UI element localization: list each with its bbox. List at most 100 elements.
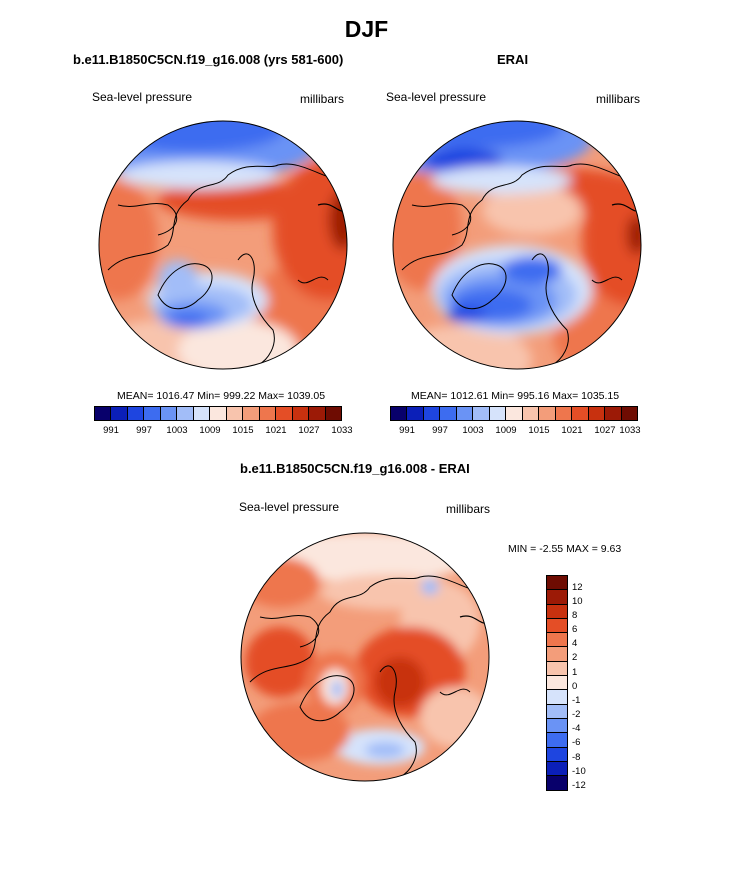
colorbar-swatch: [588, 407, 606, 420]
tick-label: 997: [136, 425, 152, 436]
colorbar-swatch: [407, 407, 424, 420]
figure-title: DJF: [344, 16, 389, 42]
colorbar-swatch: [423, 407, 441, 420]
tick-label: 1027: [594, 425, 616, 436]
colorbar-swatch: [522, 407, 540, 420]
colorbar-swatch: [547, 704, 567, 719]
colorbar-swatch: [605, 407, 622, 420]
tick-label: 12: [572, 582, 583, 593]
panel-3-field-label: Sea-level pressure: [239, 500, 340, 514]
colorbar-swatch: [547, 747, 567, 762]
colorbar-swatch: [547, 633, 567, 648]
panel-1-colorbar-ticks: 991 997 1003 1009 1015 1021 1027 1033: [94, 425, 353, 439]
colorbar-swatch: [547, 590, 567, 605]
tick-label: 4: [572, 638, 578, 649]
panel-2-map: [392, 120, 642, 370]
tick-label: -1: [572, 695, 581, 706]
tick-label: 1015: [232, 425, 254, 436]
tick-label: 10: [572, 596, 583, 607]
colorbar-swatch: [547, 618, 567, 634]
colorbar-swatch: [193, 407, 211, 420]
panel-2-units-label: millibars: [596, 92, 641, 106]
tick-label: -2: [572, 709, 581, 720]
colorbar-swatch: [489, 407, 507, 420]
tick-label: 1003: [462, 425, 484, 436]
panel-1-colorbar: [94, 406, 342, 421]
colorbar-swatch: [555, 407, 573, 420]
panel-1-field-label: Sea-level pressure: [92, 90, 193, 104]
panel-2-colorbar-ticks: 991 997 1003 1009 1015 1021 1027 1033: [390, 425, 641, 439]
tick-label: 1015: [528, 425, 550, 436]
colorbar-swatch: [177, 407, 194, 420]
panel-2-colorbar: [390, 406, 638, 421]
panel-3-title: b.e11.B1850C5CN.f19_g16.008 - ERAI: [240, 461, 470, 476]
panel-1-units-label: millibars: [300, 92, 345, 106]
panel-1-map: [98, 120, 348, 370]
panel-3-stats: MIN = -2.55 MAX = 9.63: [508, 543, 622, 555]
tick-label: 1009: [199, 425, 221, 436]
panel-2-stats: MEAN= 1012.61 Min= 995.16 Max= 1035.15: [411, 390, 620, 402]
colorbar-swatch: [160, 407, 178, 420]
colorbar-swatch: [456, 407, 474, 420]
colorbar-swatch: [325, 407, 342, 420]
tick-label: 1033: [331, 425, 353, 436]
tick-label: 1033: [619, 425, 641, 436]
colorbar-swatch: [572, 407, 589, 420]
colorbar-swatch: [547, 690, 567, 705]
colorbar-swatch: [440, 407, 457, 420]
colorbar-swatch: [547, 576, 567, 591]
tick-label: 8: [572, 610, 578, 621]
tick-label: -10: [572, 766, 586, 777]
tick-label: -12: [572, 780, 586, 791]
panel-3-colorbar-ticks: 12 10 8 6 4 2 1 0 -1 -2 -4 -6 -8 -10 -12: [572, 575, 612, 791]
colorbar-swatch: [547, 676, 567, 691]
colorbar-swatch: [276, 407, 293, 420]
colorbar-swatch: [259, 407, 277, 420]
colorbar-swatch: [547, 647, 567, 662]
tick-label: -8: [572, 752, 581, 763]
panel-3-map: [240, 532, 490, 782]
colorbar-swatch: [111, 407, 128, 420]
tick-label: 1021: [561, 425, 583, 436]
colorbar-swatch: [309, 407, 326, 420]
colorbar-swatch: [539, 407, 556, 420]
tick-label: 991: [103, 425, 119, 436]
colorbar-swatch: [95, 407, 112, 420]
tick-label: 1: [572, 667, 578, 678]
panel-3-colorbar: [546, 575, 568, 792]
colorbar-swatch: [547, 776, 567, 791]
colorbar-swatch: [127, 407, 145, 420]
colorbar-swatch: [210, 407, 227, 420]
tick-label: 1027: [298, 425, 320, 436]
tick-label: 1009: [495, 425, 517, 436]
tick-label: 0: [572, 681, 578, 692]
colorbar-swatch: [547, 604, 567, 619]
tick-label: -4: [572, 723, 581, 734]
panel-1-colorbar-swatches: [94, 406, 342, 421]
panel-1-title: b.e11.B1850C5CN.f19_g16.008 (yrs 581-600…: [73, 52, 344, 67]
colorbar-swatch: [547, 761, 567, 777]
colorbar-swatch: [547, 718, 567, 734]
colorbar-swatch: [547, 661, 567, 677]
tick-label: 1021: [265, 425, 287, 436]
tick-label: 6: [572, 624, 578, 635]
colorbar-swatch: [506, 407, 523, 420]
panel-2-colorbar-swatches: [390, 406, 638, 421]
panel-2-field-label: Sea-level pressure: [386, 90, 487, 104]
panel-2-title: ERAI: [497, 52, 529, 67]
colorbar-swatch: [226, 407, 244, 420]
colorbar-swatch: [473, 407, 490, 420]
tick-label: 1003: [166, 425, 188, 436]
colorbar-swatch: [243, 407, 260, 420]
colorbar-swatch: [621, 407, 638, 420]
tick-label: -6: [572, 737, 581, 748]
colorbar-swatch: [547, 733, 567, 748]
colorbar-swatch: [391, 407, 408, 420]
panel-1-stats: MEAN= 1016.47 Min= 999.22 Max= 1039.05: [117, 390, 326, 402]
colorbar-swatch: [292, 407, 310, 420]
tick-label: 997: [432, 425, 448, 436]
panel-3-units-label: millibars: [446, 502, 491, 516]
tick-label: 2: [572, 652, 578, 663]
tick-label: 991: [399, 425, 415, 436]
colorbar-swatch: [144, 407, 161, 420]
